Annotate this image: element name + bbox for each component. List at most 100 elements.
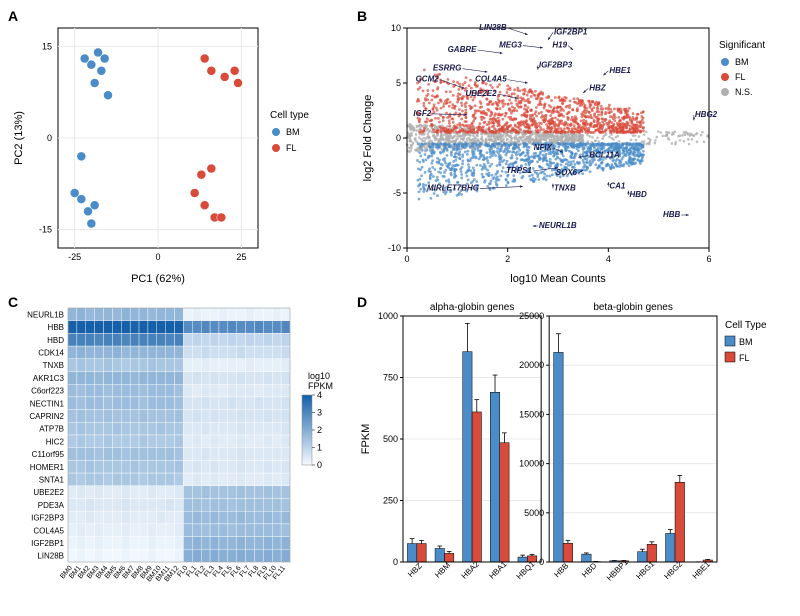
heatmap-cell xyxy=(263,448,272,461)
heatmap-cell xyxy=(192,460,201,473)
scatter-point xyxy=(190,189,199,198)
svg-text:HBA2: HBA2 xyxy=(460,559,482,581)
heatmap-cell xyxy=(254,346,263,359)
svg-text:HBZ: HBZ xyxy=(589,84,607,93)
heatmap-cell xyxy=(201,359,210,372)
heatmap-cell xyxy=(157,422,166,435)
heatmap-cell xyxy=(68,486,77,499)
svg-text:log2 Fold Change: log2 Fold Change xyxy=(362,95,374,182)
heatmap-cell xyxy=(201,333,210,346)
heatmap-cell xyxy=(228,397,237,410)
heatmap-cell xyxy=(254,537,263,550)
panel-d: D 02505007501000HBZHBMHBA2HBA1HBQ1alpha-… xyxy=(357,294,796,612)
svg-text:alpha-globin genes: alpha-globin genes xyxy=(430,302,515,313)
heatmap-cell xyxy=(192,524,201,537)
heatmap-cell xyxy=(254,397,263,410)
heatmap-cell xyxy=(237,473,246,486)
scatter-point xyxy=(200,54,209,63)
heatmap-cell xyxy=(183,333,192,346)
heatmap-cell xyxy=(166,359,175,372)
heatmap-cell xyxy=(175,410,184,423)
heatmap-cell xyxy=(175,321,184,334)
heatmap-cell xyxy=(219,422,228,435)
bar-fl xyxy=(417,544,426,562)
heatmap-cell xyxy=(130,473,139,486)
scatter-point xyxy=(77,195,86,204)
heatmap-cell xyxy=(263,410,272,423)
heatmap-cell xyxy=(130,435,139,448)
heatmap-cell xyxy=(68,511,77,524)
heatmap-cell xyxy=(121,397,130,410)
heatmap-cell xyxy=(281,333,290,346)
heatmap-cell xyxy=(281,308,290,321)
scatter-point xyxy=(220,72,229,81)
heatmap-cell xyxy=(95,537,104,550)
heatmap-cell xyxy=(148,435,157,448)
heatmap-cell xyxy=(246,384,255,397)
heatmap-cell xyxy=(166,321,175,334)
bar-bm xyxy=(407,544,416,562)
heatmap-cell xyxy=(148,397,157,410)
heatmap-cell xyxy=(175,486,184,499)
heatmap-cell xyxy=(95,422,104,435)
heatmap-cell xyxy=(281,372,290,385)
heatmap-cell xyxy=(175,511,184,524)
heatmap-cell xyxy=(139,524,148,537)
heatmap-cell xyxy=(68,499,77,512)
scatter-point xyxy=(77,152,86,161)
heatmap-cell xyxy=(77,397,86,410)
heatmap-cell xyxy=(183,321,192,334)
bar-fl xyxy=(563,543,573,562)
heatmap-cell xyxy=(104,397,113,410)
heatmap-cell xyxy=(175,537,184,550)
heatmap-cell xyxy=(228,499,237,512)
heatmap-cell xyxy=(183,486,192,499)
scatter-point xyxy=(207,66,216,75)
heatmap-cell xyxy=(237,346,246,359)
heatmap-cell xyxy=(86,448,95,461)
svg-text:-5: -5 xyxy=(393,188,401,198)
heatmap-cell xyxy=(121,499,130,512)
heatmap-cell xyxy=(68,549,77,562)
scatter-point xyxy=(104,91,113,100)
heatmap-cell xyxy=(166,511,175,524)
heatmap-cell xyxy=(157,435,166,448)
svg-text:Cell type: Cell type xyxy=(270,110,309,121)
svg-text:BCL11A: BCL11A xyxy=(589,151,620,160)
svg-text:NFIX: NFIX xyxy=(534,143,553,152)
heatmap-cell xyxy=(148,460,157,473)
heatmap-cell xyxy=(130,359,139,372)
heatmap-cell xyxy=(281,321,290,334)
heatmap-cell xyxy=(112,486,121,499)
heatmap-cell xyxy=(148,321,157,334)
heatmap-cell xyxy=(68,524,77,537)
heatmap-cell xyxy=(157,537,166,550)
svg-text:IGF2: IGF2 xyxy=(413,109,431,118)
heatmap-cell xyxy=(148,422,157,435)
svg-text:CDK14: CDK14 xyxy=(38,348,64,357)
heatmap-cell xyxy=(219,499,228,512)
heatmap-cell xyxy=(175,473,184,486)
heatmap-cell xyxy=(148,346,157,359)
heatmap-cell xyxy=(254,384,263,397)
svg-text:2: 2 xyxy=(505,254,510,264)
svg-text:IGF2BP1: IGF2BP1 xyxy=(554,27,588,36)
svg-text:1000: 1000 xyxy=(378,311,398,321)
heatmap-cell xyxy=(219,524,228,537)
svg-text:HBG2: HBG2 xyxy=(695,110,718,119)
heatmap-cell xyxy=(281,448,290,461)
heatmap-cell xyxy=(104,321,113,334)
svg-text:4: 4 xyxy=(317,390,322,400)
panel-d-label: D xyxy=(357,294,367,310)
heatmap-cell xyxy=(201,422,210,435)
heatmap-cell xyxy=(183,460,192,473)
heatmap-cell xyxy=(228,460,237,473)
heatmap-cell xyxy=(254,333,263,346)
heatmap-cell xyxy=(121,511,130,524)
bar-fl xyxy=(675,482,685,562)
heatmap-cell xyxy=(148,537,157,550)
heatmap-cell xyxy=(121,321,130,334)
svg-text:HBD: HBD xyxy=(629,190,647,199)
heatmap-cell xyxy=(175,384,184,397)
svg-text:500: 500 xyxy=(383,434,398,444)
